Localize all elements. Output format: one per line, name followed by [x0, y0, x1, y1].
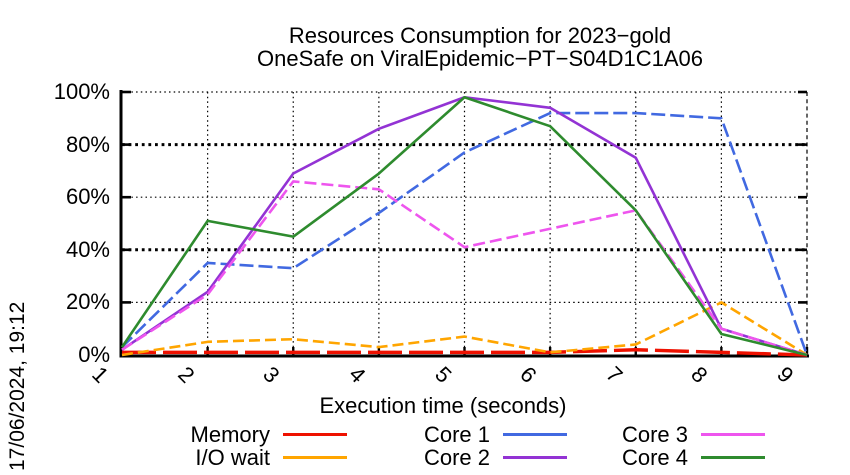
legend-item-core-4: Core 4	[560, 446, 765, 469]
y-tick-label-80%: 80%	[65, 131, 110, 157]
legend-item-core-2: Core 2	[360, 446, 567, 469]
legend-line-swatch	[283, 456, 347, 459]
legend-label: Memory	[190, 422, 270, 447]
legend-label: Core 1	[423, 422, 490, 447]
legend-line-swatch	[503, 433, 567, 436]
series-line-memory	[122, 348, 808, 357]
legend-item-memory: Memory	[110, 423, 347, 446]
legend-item-core-1: Core 1	[360, 423, 567, 446]
legend-item-core-3: Core 3	[560, 423, 765, 446]
series-line-core-3	[121, 180, 808, 357]
y-tick-label-40%: 40%	[65, 236, 110, 262]
y-tick-label-60%: 60%	[65, 184, 110, 210]
legend-line-swatch	[283, 433, 347, 436]
series-line-i-o-wait	[121, 301, 808, 357]
legend-line-swatch	[701, 456, 765, 459]
series-line-core-1	[121, 111, 809, 356]
legend-column-3: Core 3 Core 4	[560, 423, 765, 469]
series-line-core-2	[121, 95, 808, 357]
legend-label: Core 4	[621, 445, 688, 470]
y-tick-label-100%: 100%	[53, 79, 110, 104]
legend-column-1: Memory I/O wait	[110, 423, 347, 469]
chart-title-line2: OneSafe on ViralEpidemic−PT−S04D1C1A06	[257, 46, 703, 71]
legend-item-io-wait: I/O wait	[110, 446, 347, 469]
legend-label: I/O wait	[195, 445, 270, 470]
legend-line-swatch	[503, 456, 567, 459]
legend: Memory I/O wait Core 1 Core 2 Core 3	[0, 423, 850, 471]
legend-column-2: Core 1 Core 2	[360, 423, 567, 469]
y-tick-label-20%: 20%	[65, 289, 110, 315]
x-axis-title: Execution time (seconds)	[319, 393, 567, 418]
legend-line-swatch	[701, 433, 765, 436]
chart-title: Resources Consumption for 2023−gold OneS…	[105, 24, 850, 70]
legend-label: Core 3	[621, 422, 688, 447]
series-line-core-4	[120, 95, 808, 357]
y-tick-label-0%: 0%	[78, 342, 110, 367]
chart-title-line1: Resources Consumption for 2023−gold	[288, 23, 672, 48]
legend-label: Core 2	[423, 445, 490, 470]
